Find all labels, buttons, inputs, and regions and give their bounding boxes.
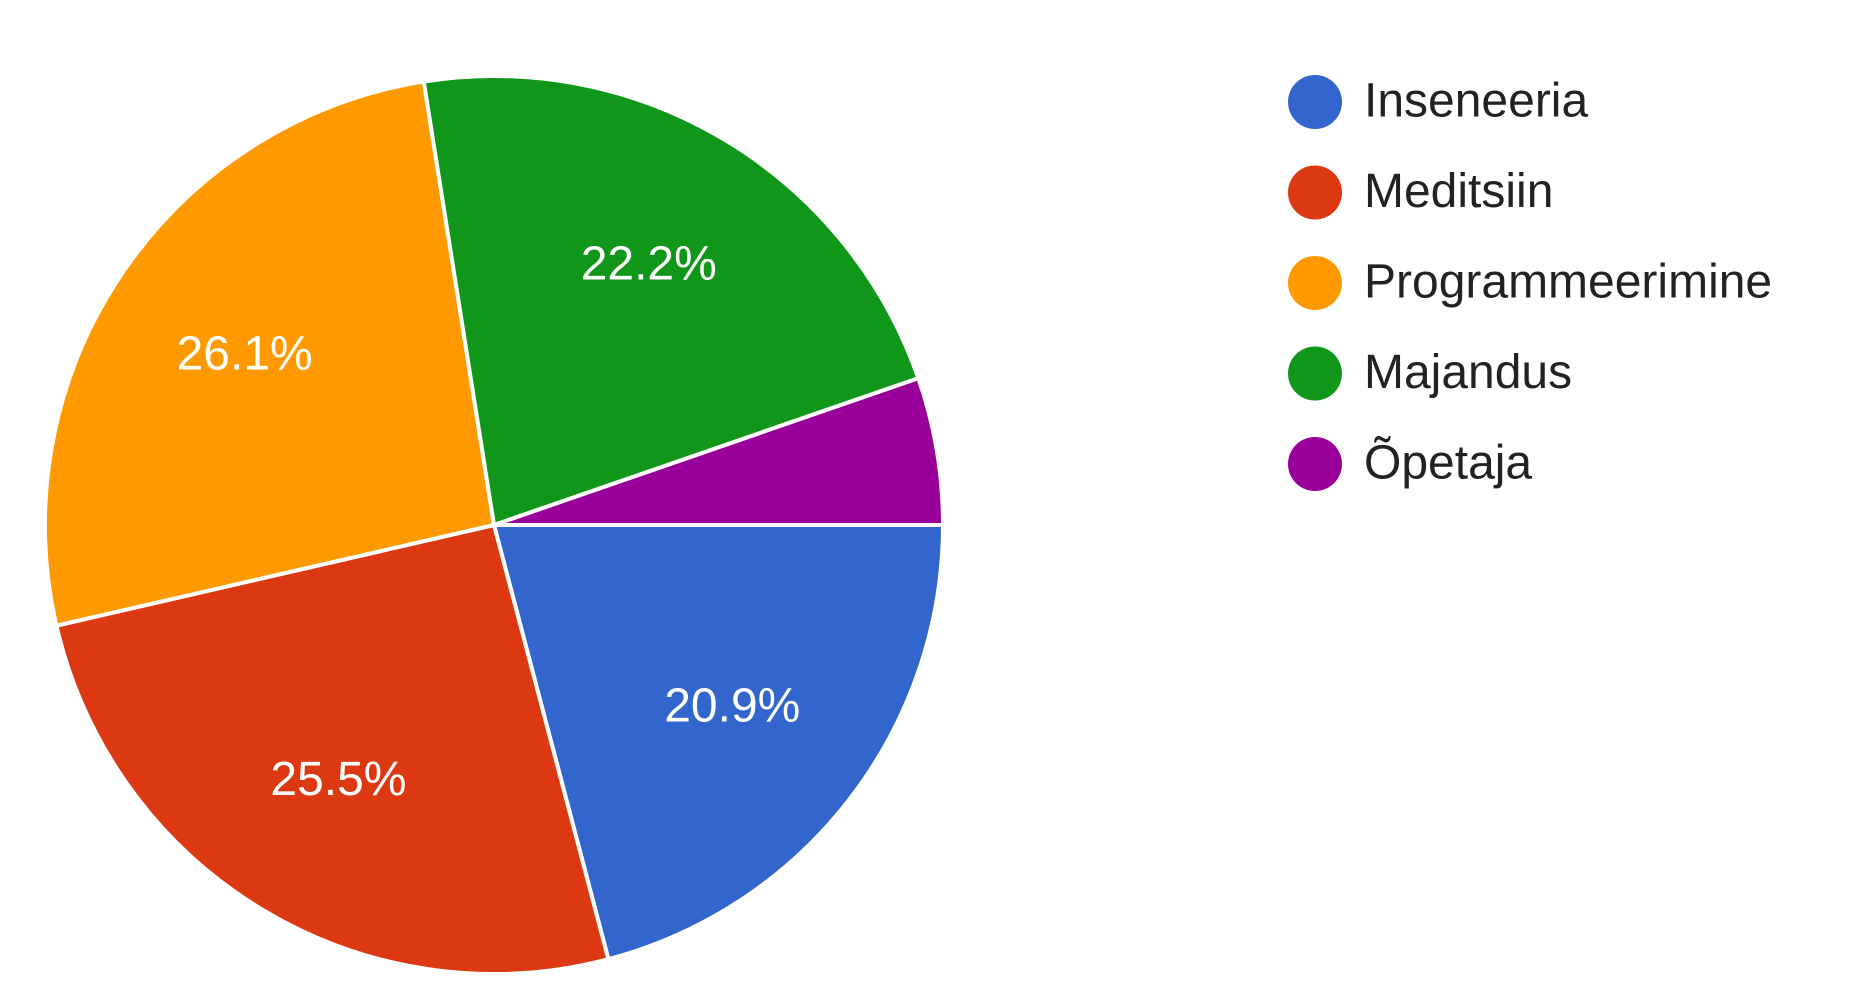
legend-swatch	[1288, 256, 1342, 310]
legend-label: Meditsiin	[1364, 165, 1553, 218]
legend-swatch	[1288, 165, 1342, 220]
pie-slice	[43, 79, 497, 629]
pie-slice	[421, 74, 921, 528]
value-label: 26.1%	[177, 327, 313, 380]
value-label: 22.2%	[581, 238, 717, 291]
legend-label: Inseneeria	[1364, 75, 1588, 128]
legend-label: Programmeerimine	[1364, 256, 1772, 309]
pie-slice	[491, 523, 946, 962]
value-label: 25.5%	[270, 753, 406, 806]
legend-label: Majandus	[1364, 346, 1572, 399]
legend-swatch	[1288, 75, 1342, 129]
legend-swatch	[1288, 437, 1342, 491]
value-label: 20.9%	[664, 679, 800, 732]
legend-swatch	[1288, 346, 1342, 401]
pie-slice	[493, 375, 946, 527]
legend-label: Õpetaja	[1364, 436, 1532, 490]
pie-slice	[54, 522, 611, 976]
